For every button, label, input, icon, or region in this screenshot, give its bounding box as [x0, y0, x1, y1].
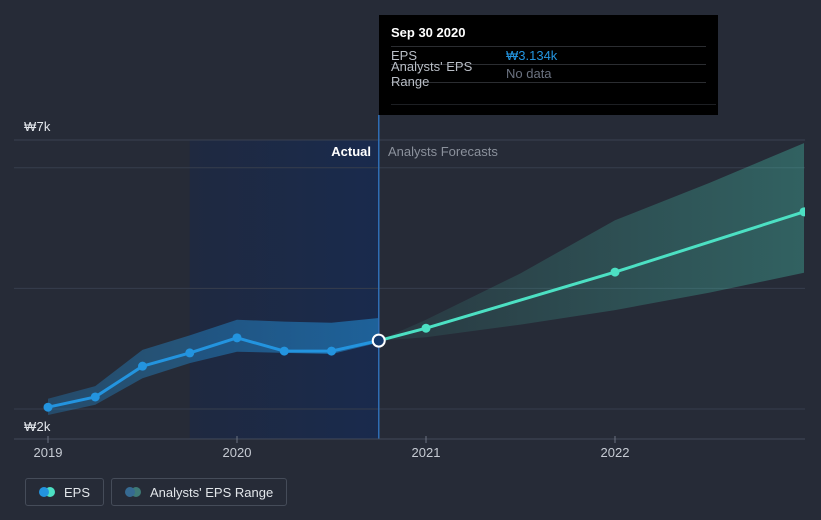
legend-toggle-eps[interactable]: EPS	[25, 478, 105, 506]
forecast-section-label: Analysts Forecasts	[388, 144, 498, 159]
tooltip-range-label: Analysts' EPS Range	[391, 58, 473, 89]
eps-teal-dot-icon	[45, 487, 55, 497]
tooltip-row-eps: EPS ₩3.134k	[391, 47, 706, 65]
forecast-point[interactable]	[799, 207, 809, 217]
range-series-dots-icon	[125, 487, 142, 497]
legend-toggle-analysts-eps-range[interactable]: Analysts' EPS Range	[111, 478, 288, 506]
chart-tooltip: Sep 30 2020 EPS ₩3.134k Analysts' EPS Ra…	[379, 15, 718, 115]
legend-range-label: Analysts' EPS Range	[150, 484, 274, 500]
eps-point[interactable]	[232, 333, 242, 343]
actual-section-label: Actual	[331, 144, 371, 159]
range-teal-dot-icon	[131, 487, 142, 497]
tooltip-eps-value: ₩3.134k	[506, 48, 558, 63]
eps-point[interactable]	[279, 346, 289, 356]
y-axis-max-label: ₩7k	[24, 119, 51, 134]
forecast-line	[377, 210, 805, 343]
eps-series-dots-icon	[39, 487, 55, 497]
tooltip-range-value: No data	[506, 66, 552, 81]
range-blue-dot-icon	[125, 487, 136, 497]
x-tick-label-2020: 2020	[222, 445, 252, 460]
tooltip-row-range: Analysts' EPS Range No data	[391, 59, 706, 89]
x-tick-label-2022: 2022	[600, 445, 630, 460]
x-tick-label-2019: 2019	[33, 445, 63, 460]
eps-point[interactable]	[43, 402, 53, 412]
legend-eps-label: EPS	[64, 484, 91, 500]
eps-point[interactable]	[327, 346, 336, 356]
eps-blue-dot-icon	[39, 487, 49, 497]
eps-line	[46, 336, 381, 409]
x-tick-label-2021: 2021	[411, 445, 441, 460]
y-axis-min-label: ₩2k	[24, 419, 51, 434]
eps-point[interactable]	[90, 392, 100, 402]
eps-point[interactable]	[138, 361, 147, 371]
forecast-point[interactable]	[610, 267, 620, 277]
forecast-point[interactable]	[421, 323, 431, 333]
highlighted-eps-point[interactable]	[371, 333, 386, 348]
forecast-range-band	[378, 143, 804, 341]
eps-point[interactable]	[185, 348, 195, 358]
chart-legend: EPS Analysts' EPS Range	[25, 478, 288, 506]
past-year-highlight-region	[189, 140, 379, 439]
tooltip-eps-label: EPS	[391, 48, 418, 63]
tooltip-date-title: Sep 30 2020	[391, 23, 706, 47]
actual-range-band	[48, 317, 379, 416]
